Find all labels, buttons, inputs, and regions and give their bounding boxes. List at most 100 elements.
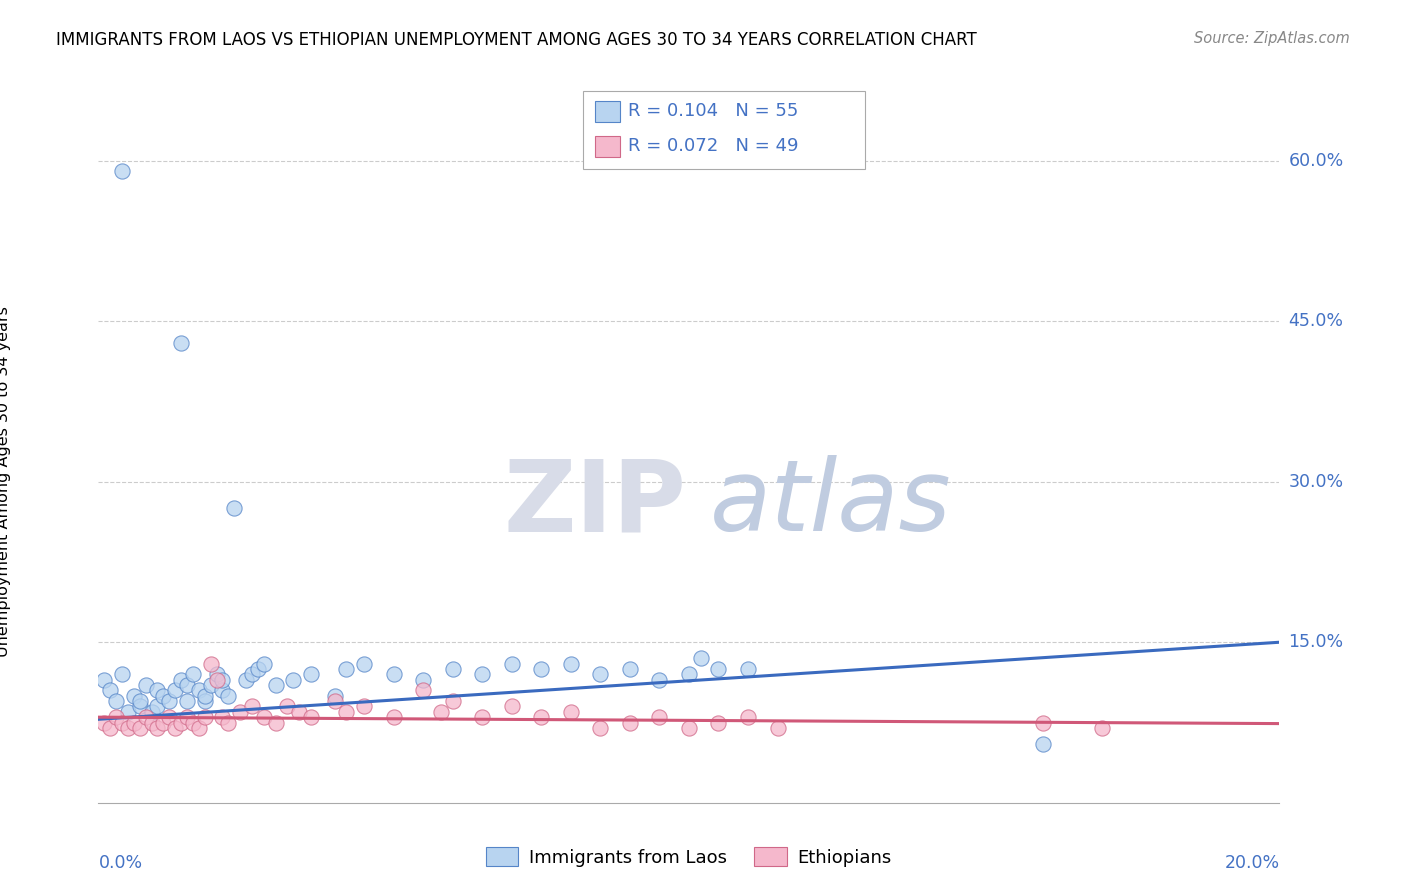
Point <box>194 710 217 724</box>
Point <box>229 705 252 719</box>
Point <box>253 657 276 671</box>
Point <box>530 662 553 676</box>
Point <box>1091 721 1114 735</box>
Point <box>530 710 553 724</box>
Point <box>181 667 204 681</box>
Point <box>619 715 641 730</box>
Point <box>211 683 233 698</box>
Point <box>224 501 246 516</box>
Point <box>707 662 730 676</box>
Point <box>194 689 217 703</box>
Point <box>152 715 174 730</box>
Point <box>264 678 287 692</box>
Point <box>382 710 405 724</box>
Text: R = 0.104   N = 55: R = 0.104 N = 55 <box>628 103 799 120</box>
Point <box>217 715 239 730</box>
Point <box>299 710 322 724</box>
Point <box>382 667 405 681</box>
Point <box>194 694 217 708</box>
Point <box>235 673 257 687</box>
Point <box>128 721 150 735</box>
Point <box>117 721 139 735</box>
Point <box>430 705 453 719</box>
Point <box>117 705 139 719</box>
Point <box>299 667 322 681</box>
Point <box>412 673 434 687</box>
Point <box>200 657 222 671</box>
Point <box>471 667 494 681</box>
Point <box>323 694 346 708</box>
Point <box>128 699 150 714</box>
Point <box>170 715 193 730</box>
Point <box>165 721 187 735</box>
Point <box>146 683 169 698</box>
Point <box>471 710 494 724</box>
Point <box>707 715 730 730</box>
Point <box>323 689 346 703</box>
Point <box>246 662 269 676</box>
Point <box>105 710 128 724</box>
Point <box>689 651 711 665</box>
Point <box>141 715 163 730</box>
Point <box>93 673 115 687</box>
Point <box>111 715 134 730</box>
Point <box>737 662 759 676</box>
Point <box>560 705 582 719</box>
Text: 0.0%: 0.0% <box>98 855 142 872</box>
Point <box>176 678 198 692</box>
Text: ZIP: ZIP <box>503 455 686 552</box>
Point <box>170 673 193 687</box>
Point <box>283 673 305 687</box>
Point <box>187 721 209 735</box>
Point <box>111 164 134 178</box>
Point <box>501 699 523 714</box>
Point <box>128 694 150 708</box>
Text: Source: ZipAtlas.com: Source: ZipAtlas.com <box>1194 31 1350 46</box>
Point <box>93 715 115 730</box>
Point <box>589 721 612 735</box>
Point <box>187 683 209 698</box>
Point <box>217 689 239 703</box>
Text: R = 0.072   N = 49: R = 0.072 N = 49 <box>628 137 799 155</box>
Point <box>240 667 263 681</box>
Point <box>122 689 145 703</box>
Point <box>152 689 174 703</box>
Point <box>501 657 523 671</box>
Point <box>737 710 759 724</box>
Point <box>678 721 700 735</box>
Point <box>157 710 180 724</box>
Point <box>205 673 228 687</box>
Point <box>211 673 233 687</box>
Point <box>98 721 121 735</box>
Point <box>619 662 641 676</box>
Text: 60.0%: 60.0% <box>1288 152 1344 169</box>
Point <box>678 667 700 681</box>
Point <box>211 710 233 724</box>
Text: 20.0%: 20.0% <box>1225 855 1279 872</box>
Point <box>205 667 228 681</box>
Point <box>648 710 671 724</box>
Point <box>176 710 198 724</box>
Point <box>1032 737 1054 751</box>
Legend: Immigrants from Laos, Ethiopians: Immigrants from Laos, Ethiopians <box>478 840 900 874</box>
Point <box>135 710 157 724</box>
Point <box>111 667 134 681</box>
Point <box>288 705 311 719</box>
Point <box>766 721 789 735</box>
Point <box>165 683 187 698</box>
Text: IMMIGRANTS FROM LAOS VS ETHIOPIAN UNEMPLOYMENT AMONG AGES 30 TO 34 YEARS CORRELA: IMMIGRANTS FROM LAOS VS ETHIOPIAN UNEMPL… <box>56 31 977 49</box>
Point <box>1032 715 1054 730</box>
Text: 15.0%: 15.0% <box>1288 633 1344 651</box>
Point <box>176 694 198 708</box>
Point <box>648 673 671 687</box>
Point <box>353 657 375 671</box>
Text: 45.0%: 45.0% <box>1288 312 1343 330</box>
Text: atlas: atlas <box>710 455 952 552</box>
Point <box>253 710 276 724</box>
Point <box>146 721 169 735</box>
Point <box>335 705 357 719</box>
Point <box>200 678 222 692</box>
Text: Unemployment Among Ages 30 to 34 years: Unemployment Among Ages 30 to 34 years <box>0 306 11 657</box>
Point <box>98 683 121 698</box>
Point <box>170 335 193 350</box>
